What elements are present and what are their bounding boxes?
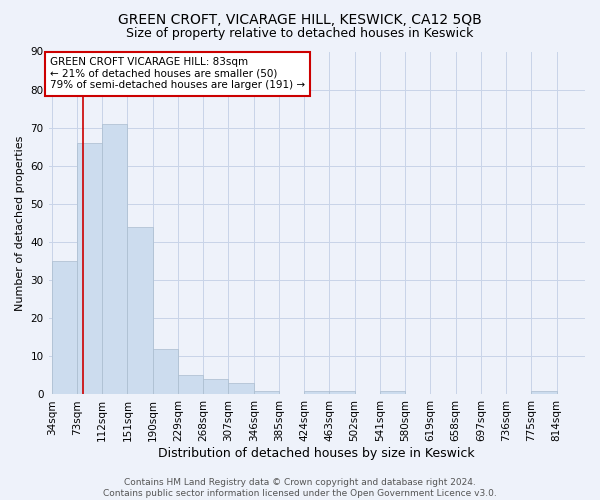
Bar — [254, 390, 279, 394]
Text: Size of property relative to detached houses in Keswick: Size of property relative to detached ho… — [127, 28, 473, 40]
Bar — [77, 143, 102, 395]
Bar — [329, 390, 355, 394]
Bar — [178, 376, 203, 394]
Bar — [102, 124, 127, 394]
X-axis label: Distribution of detached houses by size in Keswick: Distribution of detached houses by size … — [158, 447, 475, 460]
Bar — [153, 348, 178, 395]
Bar — [52, 261, 77, 394]
Bar — [229, 383, 254, 394]
Bar — [203, 379, 229, 394]
Text: GREEN CROFT VICARAGE HILL: 83sqm
← 21% of detached houses are smaller (50)
79% o: GREEN CROFT VICARAGE HILL: 83sqm ← 21% o… — [50, 57, 305, 90]
Bar — [304, 390, 329, 394]
Bar — [531, 390, 557, 394]
Bar — [380, 390, 405, 394]
Text: Contains HM Land Registry data © Crown copyright and database right 2024.
Contai: Contains HM Land Registry data © Crown c… — [103, 478, 497, 498]
Bar — [127, 227, 153, 394]
Text: GREEN CROFT, VICARAGE HILL, KESWICK, CA12 5QB: GREEN CROFT, VICARAGE HILL, KESWICK, CA1… — [118, 12, 482, 26]
Y-axis label: Number of detached properties: Number of detached properties — [15, 136, 25, 310]
